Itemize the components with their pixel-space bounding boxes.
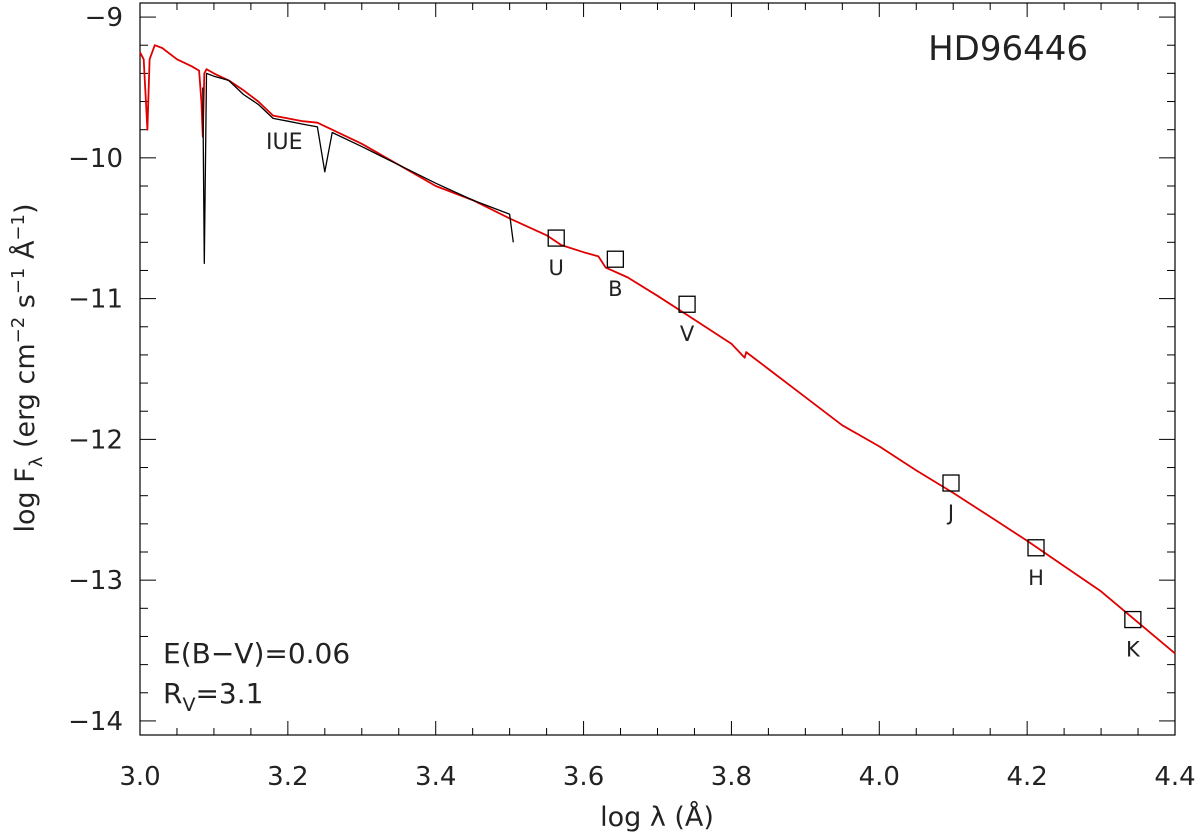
x-tick-label: 3.4 (415, 762, 456, 792)
photometry-label-j: J (946, 501, 954, 525)
photometry-label-k: K (1126, 638, 1141, 662)
x-tick-label: 3.8 (711, 762, 752, 792)
photometry-point-b (606, 250, 625, 268)
photometry-label-u: U (549, 256, 564, 280)
iue-spectrum-line (202, 72, 514, 265)
y-tick-label: −14 (68, 707, 123, 737)
y-tick-label: −11 (68, 285, 123, 315)
y-tick-labels: −9 −10 −11 −12 −13 −14 (68, 3, 123, 737)
photometry-point-h (1027, 539, 1045, 557)
plot-frame (139, 2, 1176, 736)
y-tick-label: −10 (68, 144, 123, 174)
chart-title: HD96446 (928, 29, 1088, 69)
x-tick-label: 4.2 (1006, 762, 1047, 792)
photometry-point-v (678, 295, 696, 313)
x-tick-label: 3.6 (563, 762, 604, 792)
y-tick-label: −9 (85, 3, 123, 33)
x-tick-labels: 3.0 3.2 3.4 3.6 3.8 4.0 4.2 4.4 (119, 762, 1195, 792)
x-axis-label: log λ (Å) (600, 801, 714, 833)
axis-ticks (139, 3, 1176, 735)
photometry-points: U B V J H K (547, 229, 1142, 662)
x-tick-label: 4.0 (859, 762, 900, 792)
y-tick-label: −12 (68, 425, 123, 455)
rv-label: RV=3.1 (163, 677, 263, 716)
extinction-label: E(B−V)=0.06 (163, 637, 350, 670)
x-tick-label: 4.4 (1154, 762, 1195, 792)
photometry-label-v: V (680, 322, 695, 346)
x-tick-label: 3.2 (267, 762, 308, 792)
iue-label: IUE (266, 130, 303, 155)
x-tick-label: 3.0 (119, 762, 160, 792)
y-tick-label: −13 (68, 566, 123, 596)
photometry-label-b: B (608, 277, 622, 301)
model-spectrum-line (139, 44, 1176, 655)
y-axis-label: log Fλ (erg cm−2 s−1 Å−1) (8, 203, 47, 532)
photometry-point-j (942, 474, 960, 492)
spectrum-series (139, 44, 1176, 655)
photometry-point-u (547, 229, 565, 247)
photometry-label-h: H (1028, 566, 1044, 590)
photometry-point-k (1124, 610, 1142, 629)
